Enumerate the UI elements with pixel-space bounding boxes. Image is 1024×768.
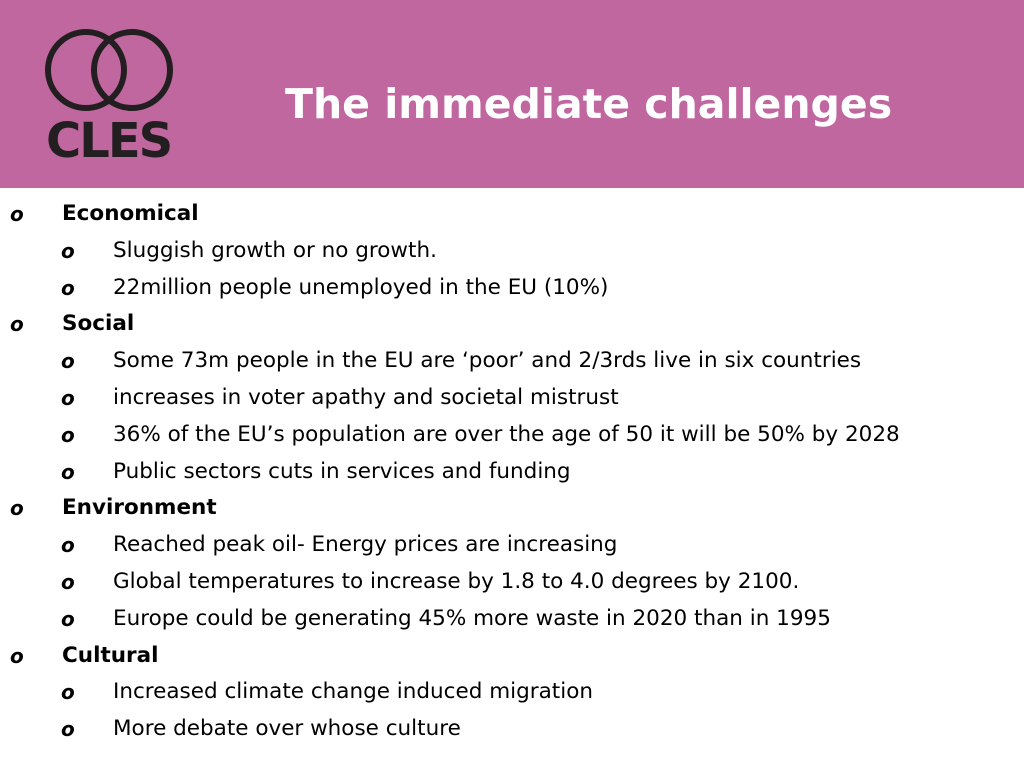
list-item-text: Reached peak oil- Energy prices are incr… <box>113 532 618 558</box>
bullet-icon: o <box>10 202 24 226</box>
list-item: o Europe could be generating 45% more wa… <box>0 601 1024 638</box>
list-item-text: 36% of the EU’s population are over the … <box>113 421 900 447</box>
section-heading-row: o Social <box>0 306 1024 343</box>
slide-title: The immediate challenges <box>285 80 893 128</box>
bullet-icon: o <box>10 496 24 521</box>
section-heading-row: o Cultural <box>0 638 1024 675</box>
list-item: o Sluggish growth or no growth. <box>0 233 1024 270</box>
bullet-icon: o <box>61 533 75 558</box>
bullet-icon: o <box>61 606 75 631</box>
section-heading: Environment <box>62 495 217 521</box>
list-item-text: Sluggish growth or no growth. <box>113 237 437 263</box>
bullet-icon: o <box>10 643 24 668</box>
list-item-text: More debate over whose culture <box>113 716 461 742</box>
list-item-text: 22million people unemployed in the EU (1… <box>113 274 609 300</box>
list-item: o Reached peak oil- Energy prices are in… <box>0 527 1024 564</box>
bullet-icon: o <box>61 569 75 594</box>
cles-logo: CLES <box>44 27 180 167</box>
list-item-text: Global temperatures to increase by 1.8 t… <box>113 568 800 594</box>
list-item: o increases in voter apathy and societal… <box>0 380 1024 417</box>
bullet-icon: o <box>61 717 75 742</box>
interlocking-rings-icon <box>45 29 173 111</box>
list-item: o Global temperatures to increase by 1.8… <box>0 564 1024 601</box>
list-item: o Increased climate change induced migra… <box>0 674 1024 711</box>
section-heading: Economical <box>62 201 199 226</box>
list-item-text: increases in voter apathy and societal m… <box>113 384 619 410</box>
list-item: o Some 73m people in the EU are ‘poor’ a… <box>0 343 1024 380</box>
bullet-icon: o <box>61 275 75 300</box>
section-heading: Social <box>62 311 135 337</box>
bullet-list: o Economical o Sluggish growth or no gro… <box>0 196 1024 748</box>
section-heading: Cultural <box>62 642 159 668</box>
slide-header: CLES The immediate challenges <box>0 0 1024 188</box>
list-item: o 36% of the EU’s population are over th… <box>0 417 1024 454</box>
list-item-text: Some 73m people in the EU are ‘poor’ and… <box>113 348 862 374</box>
bullet-icon: o <box>61 459 75 484</box>
list-item: o More debate over whose culture <box>0 711 1024 748</box>
bullet-icon: o <box>61 680 75 705</box>
section-heading-row: o Environment <box>0 490 1024 527</box>
bullet-icon: o <box>61 385 75 410</box>
list-item: o 22million people unemployed in the EU … <box>0 270 1024 307</box>
bullet-icon: o <box>61 349 75 374</box>
list-item-text: Europe could be generating 45% more wast… <box>113 605 831 631</box>
list-item-text: Public sectors cuts in services and fund… <box>113 458 571 484</box>
bullet-icon: o <box>10 312 24 337</box>
section-heading-row: o Economical <box>0 196 1024 233</box>
list-item-text: Increased climate change induced migrati… <box>113 679 593 705</box>
logo-wordmark: CLES <box>46 113 173 169</box>
list-item: o Public sectors cuts in services and fu… <box>0 454 1024 491</box>
bullet-icon: o <box>61 422 75 447</box>
bullet-icon: o <box>61 238 75 263</box>
